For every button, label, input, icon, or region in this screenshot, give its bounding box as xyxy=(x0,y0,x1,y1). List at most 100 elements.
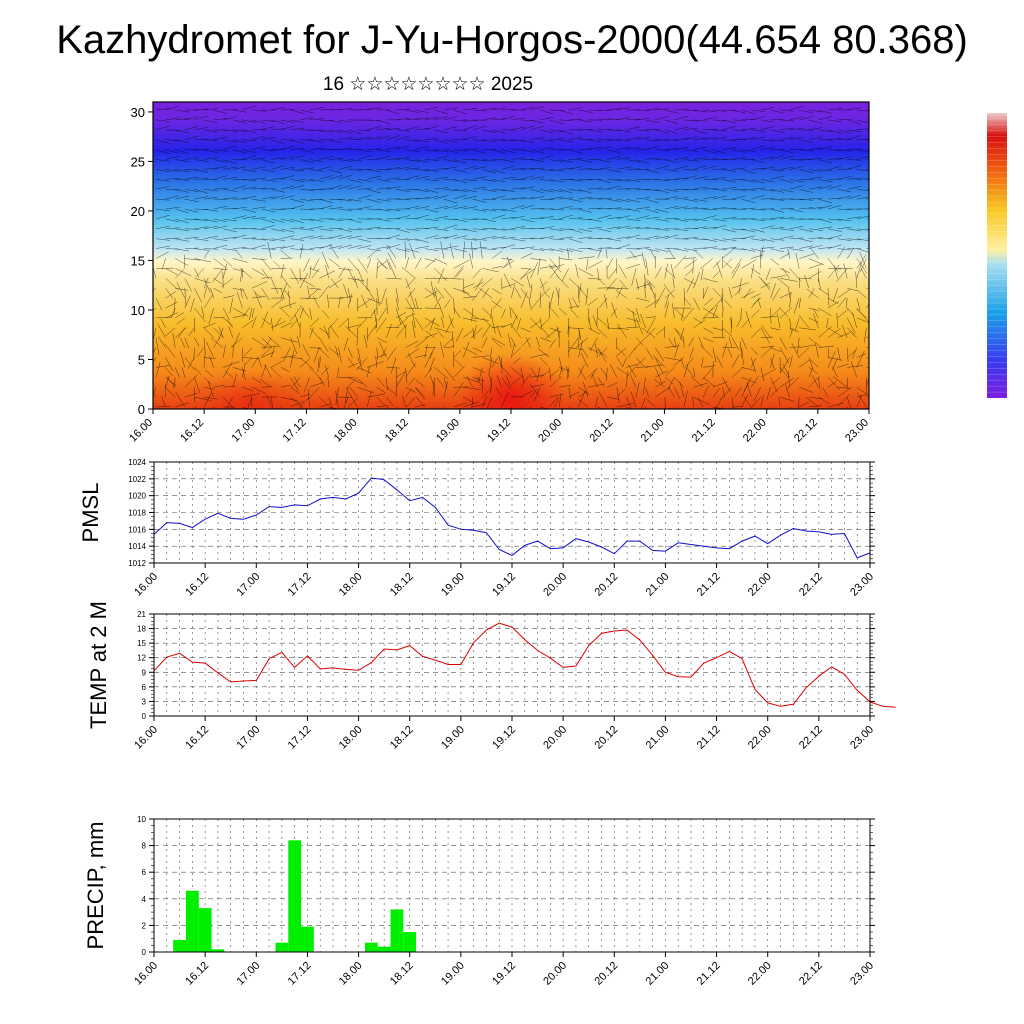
wind-barb xyxy=(290,169,305,172)
wind-barb xyxy=(734,387,742,398)
wind-barb xyxy=(664,148,679,150)
wind-barb xyxy=(486,397,493,409)
wind-barb xyxy=(261,119,276,122)
wind-barb xyxy=(280,235,295,239)
wind-barb xyxy=(760,336,774,338)
wind-barb xyxy=(722,377,731,393)
wind-barb xyxy=(626,406,632,409)
wind-barb xyxy=(743,396,752,408)
wind-barb xyxy=(338,174,352,180)
wind-barb xyxy=(363,334,368,348)
wind-barb xyxy=(549,169,564,172)
x-tick-label: 18.12 xyxy=(383,417,411,445)
wind-barb xyxy=(329,325,339,338)
wind-barb xyxy=(731,188,746,191)
wind-barb xyxy=(557,288,560,307)
wind-barb xyxy=(589,337,598,352)
wind-barb xyxy=(751,145,765,150)
wind-barb xyxy=(712,195,727,200)
wind-barb xyxy=(793,298,800,314)
wind-barb xyxy=(511,179,526,181)
wind-barb xyxy=(712,388,720,398)
wind-barb xyxy=(395,215,410,220)
wind-barb xyxy=(511,215,525,220)
wind-barb xyxy=(549,291,554,309)
wind-barb xyxy=(409,243,416,259)
wind-barb xyxy=(645,248,660,252)
wind-barb xyxy=(675,329,685,338)
wind-barb xyxy=(847,287,858,292)
wind-barb xyxy=(280,155,295,160)
wind-barb xyxy=(847,107,862,111)
wind-barb xyxy=(261,169,276,173)
wind-barb xyxy=(184,188,199,192)
x-tick-label: 22.12 xyxy=(797,724,825,752)
wind-barb xyxy=(607,207,622,210)
wind-barb xyxy=(405,175,420,180)
wind-barb xyxy=(607,216,622,220)
wind-barb xyxy=(299,218,314,221)
wind-barb xyxy=(319,285,330,299)
wind-barb xyxy=(808,376,820,388)
wind-barb xyxy=(328,157,343,160)
wind-barb xyxy=(616,403,634,408)
wind-barb xyxy=(539,215,554,220)
wind-barb xyxy=(856,351,865,368)
wind-barb xyxy=(798,397,800,409)
wind-barb xyxy=(627,347,637,358)
wind-barb xyxy=(271,218,285,223)
wind-barb xyxy=(472,355,490,358)
wind-barb xyxy=(645,188,660,192)
x-tick-label: 16.12 xyxy=(183,724,211,752)
wind-barb xyxy=(194,258,212,263)
wind-barb xyxy=(575,337,589,349)
wind-barb xyxy=(347,198,362,202)
wind-barb xyxy=(587,187,602,190)
wind-barb xyxy=(434,367,449,379)
wind-barb xyxy=(674,197,689,200)
wind-barb xyxy=(616,129,631,133)
wind-barb xyxy=(165,105,180,111)
wind-barb xyxy=(664,301,669,318)
wind-barb xyxy=(271,321,286,329)
wind-barb xyxy=(751,248,765,252)
wind-barb xyxy=(808,337,822,348)
wind-barb xyxy=(568,327,584,329)
wind-barb xyxy=(559,236,574,239)
x-tick-label: 17.12 xyxy=(286,960,314,988)
wind-barb xyxy=(760,246,775,249)
wind-barb xyxy=(176,282,186,299)
wind-barb xyxy=(731,337,740,350)
wind-barb xyxy=(856,298,861,311)
wind-barb xyxy=(495,387,502,398)
wind-barb xyxy=(866,303,869,309)
wind-barb xyxy=(175,218,189,224)
wind-barb xyxy=(328,218,343,222)
x-tick-label: 21.00 xyxy=(644,571,672,599)
wind-barb xyxy=(472,166,487,170)
wind-barb xyxy=(779,367,790,379)
wind-barb xyxy=(664,377,674,385)
y-tick-label: 10 xyxy=(131,303,145,318)
wind-barb xyxy=(578,367,586,380)
wind-barb xyxy=(607,108,622,111)
wind-barb xyxy=(223,307,230,321)
wind-barb xyxy=(698,336,704,348)
wind-barb xyxy=(415,128,430,131)
wind-barb xyxy=(319,228,334,232)
wind-barb xyxy=(751,297,761,309)
wind-barb xyxy=(511,238,526,242)
wind-barb xyxy=(328,109,343,111)
wind-barb xyxy=(539,337,551,342)
wind-barb xyxy=(448,315,454,328)
wind-barb xyxy=(328,129,343,133)
wind-barb xyxy=(155,179,170,182)
wind-barb xyxy=(827,244,842,249)
wind-barb xyxy=(367,393,385,398)
wind-barb xyxy=(453,194,468,200)
wind-barb xyxy=(641,252,646,269)
wind-barb xyxy=(693,218,708,221)
wind-barb xyxy=(703,196,718,200)
x-tick-label: 17.12 xyxy=(286,724,314,752)
wind-barb xyxy=(712,207,727,210)
